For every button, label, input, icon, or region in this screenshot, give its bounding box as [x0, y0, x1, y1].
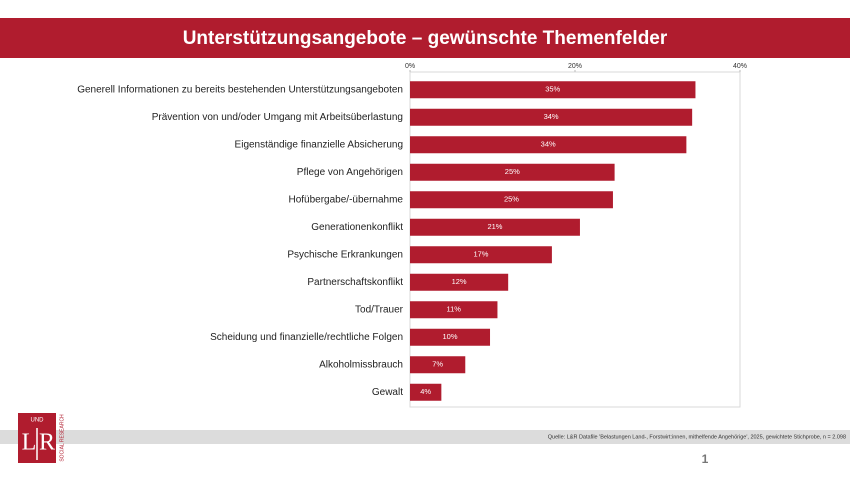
title-banner	[0, 18, 850, 58]
logo-tagline: SOCIAL RESEARCH	[59, 414, 65, 462]
bar	[410, 136, 687, 154]
logo-und: UND	[31, 418, 45, 424]
x-tick-label: 0%	[405, 63, 415, 70]
bar	[410, 356, 466, 374]
bar	[410, 246, 552, 264]
value-label: 7%	[432, 360, 443, 369]
logo-r: R	[39, 430, 55, 456]
value-label: 17%	[473, 250, 488, 259]
category-label: Prävention von und/oder Umgang mit Arbei…	[152, 112, 403, 123]
value-label: 34%	[544, 112, 559, 121]
value-label: 12%	[452, 277, 467, 286]
chart-title: Unterstützungsangebote – gewünschte Them…	[183, 28, 668, 49]
value-label: 25%	[504, 195, 519, 204]
logo: L R UND SOCIAL RESEARCH	[18, 413, 65, 463]
category-label: Alkoholmissbrauch	[319, 359, 403, 370]
category-label: Eigenständige finanzielle Absicherung	[235, 139, 403, 150]
page-number: 1	[702, 452, 709, 466]
value-label: 21%	[487, 222, 502, 231]
category-label: Tod/Trauer	[355, 304, 404, 315]
footer-band	[0, 430, 850, 444]
value-label: 4%	[420, 387, 431, 396]
value-label: 25%	[505, 167, 520, 176]
bar	[410, 163, 615, 181]
category-label: Generationenkonflikt	[311, 222, 403, 233]
value-label: 35%	[545, 85, 560, 94]
bar	[410, 191, 613, 209]
value-label: 34%	[541, 140, 556, 149]
category-label: Gewalt	[372, 387, 403, 398]
value-label: 11%	[446, 305, 461, 314]
x-tick-label: 20%	[568, 63, 582, 70]
category-label: Hofübergabe/-übernahme	[288, 194, 403, 205]
x-tick-label: 40%	[733, 63, 747, 70]
bar	[410, 273, 509, 291]
category-label: Scheidung und finanzielle/rechtliche Fol…	[210, 332, 403, 343]
bar	[410, 81, 696, 99]
bar	[410, 383, 442, 401]
bar	[410, 218, 580, 236]
value-label: 10%	[443, 332, 458, 341]
category-label: Partnerschaftskonflikt	[307, 277, 403, 288]
logo-l: L	[22, 430, 37, 456]
bar	[410, 328, 491, 346]
bar	[410, 108, 693, 126]
category-label: Generell Informationen zu bereits besteh…	[77, 84, 403, 95]
source-note: Quelle: L&R Datafile 'Belastungen Land-,…	[548, 434, 846, 440]
category-label: Psychische Erkrankungen	[287, 249, 403, 260]
category-label: Pflege von Angehörigen	[297, 167, 403, 178]
bar	[410, 301, 498, 319]
